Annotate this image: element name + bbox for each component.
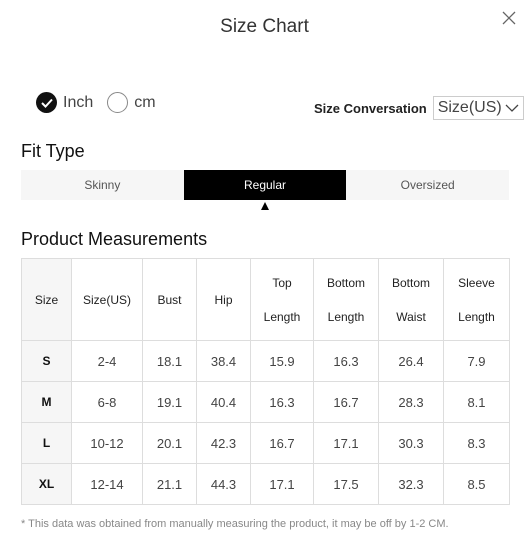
- table-header-row: Size Size(US) Bust Hip Top Length Bottom L…: [21, 258, 510, 341]
- product-measurements-title: Product Measurements: [21, 229, 208, 249]
- fit-type-tabs: Skinny Regular Oversized: [21, 170, 509, 200]
- fit-type-title: Fit Type: [21, 141, 85, 161]
- table-cell: 16.3: [250, 381, 314, 423]
- tab-regular[interactable]: Regular: [183, 170, 347, 200]
- close-icon[interactable]: [500, 9, 518, 27]
- table-row: S 2-4 18.1 38.4 15.9 16.3 26.4 7.9: [21, 340, 510, 382]
- table-cell: 17.1: [250, 463, 314, 505]
- column-header-top-length: Top Length: [250, 258, 314, 341]
- table-cell: 42.3: [196, 422, 251, 464]
- unit-option-inch[interactable]: Inch: [36, 92, 93, 113]
- table-cell: 6-8: [71, 381, 143, 423]
- unit-option-cm[interactable]: cm: [107, 92, 156, 113]
- table-cell: M: [21, 381, 72, 423]
- table-cell: 8.3: [443, 422, 510, 464]
- table-cell: S: [21, 340, 72, 382]
- tab-oversized[interactable]: Oversized: [400, 178, 455, 192]
- size-conversation: Size Conversation Size(US): [314, 96, 524, 120]
- table-cell: 40.4: [196, 381, 251, 423]
- active-tab-indicator: [261, 202, 269, 210]
- table-cell: 38.4: [196, 340, 251, 382]
- tab-skinny[interactable]: Skinny: [84, 178, 121, 192]
- size-conversation-value: Size(US): [437, 99, 502, 116]
- table-cell: 16.7: [313, 381, 379, 423]
- measurements-table: Size Size(US) Bust Hip Top Length Bottom L…: [21, 258, 510, 505]
- chevron-down-icon: [505, 104, 519, 112]
- column-header-sleeve-length: Sleeve Length: [443, 258, 510, 341]
- table-cell: XL: [21, 463, 72, 505]
- column-header-size: Size: [21, 258, 72, 341]
- table-cell: 26.4: [378, 340, 444, 382]
- table-row: M 6-8 19.1 40.4 16.3 16.7 28.3 8.1: [21, 381, 510, 423]
- table-cell: 20.1: [142, 422, 197, 464]
- table-row: XL 12-14 21.1 44.3 17.1 17.5 32.3 8.5: [21, 463, 510, 505]
- size-chart-title: Size Chart: [220, 16, 309, 37]
- table-cell: 10-12: [71, 422, 143, 464]
- table-cell: 17.5: [313, 463, 379, 505]
- size-conversation-label: Size Conversation: [314, 100, 427, 116]
- table-cell: 30.3: [378, 422, 444, 464]
- table-cell: 32.3: [378, 463, 444, 505]
- table-cell: 16.7: [250, 422, 314, 464]
- table-cell: 7.9: [443, 340, 510, 382]
- table-cell: 2-4: [71, 340, 143, 382]
- measurement-disclaimer: * This data was obtained from manually m…: [21, 518, 449, 530]
- unit-label-inch: Inch: [63, 93, 94, 111]
- table-cell: 8.1: [443, 381, 510, 423]
- table-cell: 19.1: [142, 381, 197, 423]
- table-cell: 12-14: [71, 463, 143, 505]
- table-cell: 16.3: [313, 340, 379, 382]
- table-cell: 18.1: [142, 340, 197, 382]
- unit-selector: Inch cm: [36, 92, 170, 113]
- table-cell: 15.9: [250, 340, 314, 382]
- table-cell: 44.3: [196, 463, 251, 505]
- size-conversation-select[interactable]: Size(US): [432, 96, 524, 120]
- column-header-bottom-length: Bottom Length: [313, 258, 379, 341]
- table-cell: 21.1: [142, 463, 197, 505]
- column-header-size-us: Size(US): [71, 258, 143, 341]
- table-cell: 17.1: [313, 422, 379, 464]
- table-cell: 28.3: [378, 381, 444, 423]
- table-cell: 8.5: [443, 463, 510, 505]
- column-header-bust: Bust: [142, 258, 197, 341]
- column-header-bottom-waist: Bottom Waist: [378, 258, 444, 341]
- radio-checked-icon[interactable]: [36, 92, 57, 113]
- table-row: L 10-12 20.1 42.3 16.7 17.1 30.3 8.3: [21, 422, 510, 464]
- table-cell: L: [21, 422, 72, 464]
- unit-label-cm: cm: [134, 93, 156, 111]
- radio-unchecked-icon[interactable]: [107, 92, 129, 113]
- column-header-hip: Hip: [196, 258, 251, 341]
